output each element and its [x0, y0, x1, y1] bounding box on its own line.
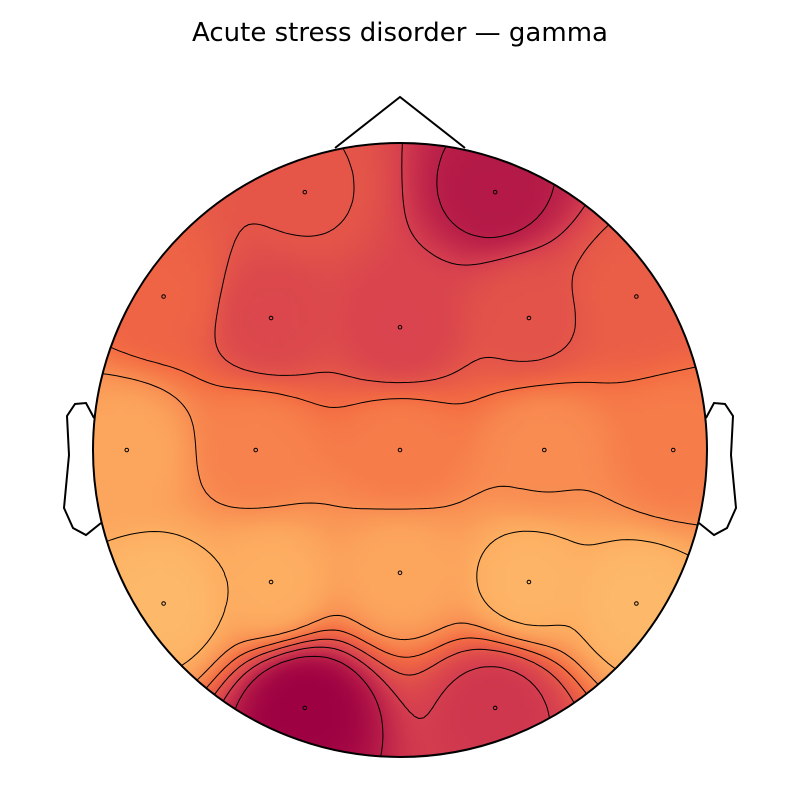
- electrode-O2: [492, 705, 498, 711]
- head-outline: [92, 142, 708, 758]
- electrode-C3: [253, 447, 259, 453]
- left-ear-outline: [62, 401, 102, 537]
- electrode-F7: [161, 294, 166, 299]
- electrode-Pz: [397, 570, 403, 576]
- electrode-T3: [124, 447, 130, 453]
- electrode-Cz: [397, 447, 403, 453]
- electrode-Fp2: [492, 189, 498, 195]
- electrode-P3: [268, 579, 274, 585]
- electrode-T4: [670, 447, 676, 453]
- electrode-Fp1: [302, 189, 308, 195]
- electrode-P4: [526, 579, 532, 585]
- electrode-markers: [124, 189, 676, 711]
- electrode-F4: [526, 315, 532, 321]
- electrode-F3: [268, 315, 274, 321]
- electrode-O1: [302, 705, 308, 711]
- electrode-T6: [634, 601, 639, 606]
- electrode-C4: [541, 447, 547, 453]
- electrode-F8: [634, 294, 639, 299]
- nose-outline: [334, 95, 466, 149]
- chart-title: Acute stress disorder — gamma: [192, 18, 608, 48]
- heatmap-image: [93, 143, 707, 757]
- electrode-T5: [161, 601, 166, 606]
- electrode-Fz: [397, 324, 403, 330]
- right-ear-outline: [698, 401, 738, 537]
